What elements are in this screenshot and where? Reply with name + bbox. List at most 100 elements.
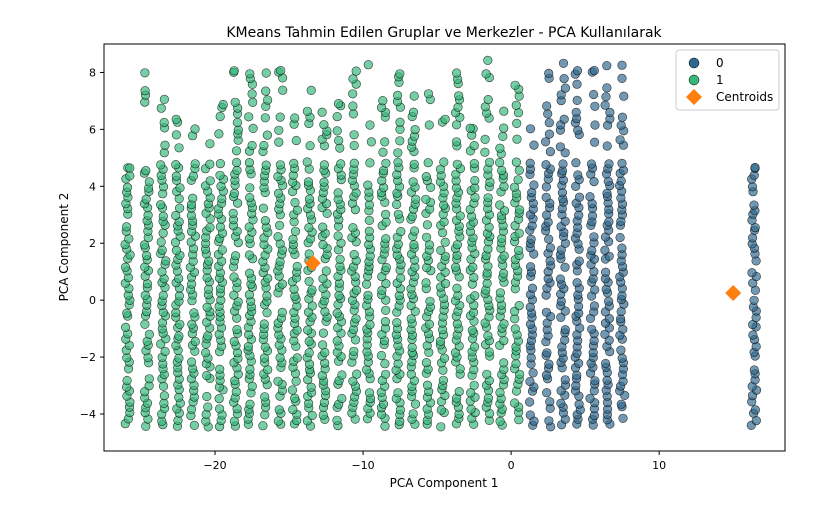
point-series-1 <box>421 194 431 204</box>
point-series-1 <box>480 147 490 157</box>
point-series-1 <box>174 143 184 153</box>
point-series-1 <box>421 172 431 182</box>
point-series-1 <box>484 347 494 357</box>
point-series-0 <box>544 118 554 128</box>
point-series-1 <box>122 375 132 386</box>
point-series-0 <box>616 399 626 409</box>
point-series-1 <box>349 346 359 356</box>
point-series-1 <box>232 117 242 128</box>
point-series-1 <box>440 237 450 247</box>
point-series-1 <box>455 364 465 374</box>
point-series-1 <box>277 307 287 318</box>
point-series-1 <box>499 106 509 116</box>
point-series-1 <box>453 102 463 112</box>
point-series-1 <box>292 205 303 215</box>
point-series-0 <box>556 90 566 100</box>
point-series-1 <box>421 358 432 368</box>
point-series-1 <box>188 193 198 203</box>
point-series-1 <box>409 91 419 101</box>
point-series-1 <box>395 69 405 79</box>
point-series-1 <box>260 342 270 352</box>
point-series-0 <box>542 348 552 358</box>
point-series-0 <box>602 188 612 198</box>
point-series-0 <box>556 398 566 409</box>
point-series-1 <box>161 256 171 266</box>
point-series-0 <box>529 180 539 190</box>
point-series-1 <box>499 268 509 279</box>
point-series-1 <box>261 160 271 170</box>
point-series-1 <box>188 171 198 181</box>
point-series-1 <box>158 381 169 391</box>
point-series-1 <box>436 405 446 415</box>
point-series-0 <box>747 268 757 278</box>
point-series-1 <box>232 157 242 168</box>
point-series-1 <box>439 157 449 167</box>
point-series-1 <box>290 226 301 236</box>
point-series-1 <box>233 297 243 307</box>
centroid-marker-2 <box>725 285 742 302</box>
point-series-1 <box>259 140 269 151</box>
point-series-0 <box>600 100 610 110</box>
point-series-1 <box>201 409 211 420</box>
point-series-1 <box>229 66 239 76</box>
point-series-1 <box>439 353 450 363</box>
point-series-1 <box>274 125 284 135</box>
point-series-0 <box>590 120 600 130</box>
point-series-1 <box>244 112 254 122</box>
point-series-1 <box>363 60 373 70</box>
point-series-1 <box>363 290 373 301</box>
point-series-0 <box>542 388 552 398</box>
point-series-1 <box>362 279 372 289</box>
point-series-0 <box>750 162 760 173</box>
point-series-1 <box>332 415 342 425</box>
point-series-0 <box>602 83 612 93</box>
point-series-1 <box>248 97 258 107</box>
point-series-0 <box>560 325 570 335</box>
point-series-0 <box>560 83 571 93</box>
point-series-0 <box>541 307 552 317</box>
point-series-1 <box>514 228 524 238</box>
point-series-0 <box>572 278 582 288</box>
point-series-1 <box>204 284 214 294</box>
point-series-1 <box>159 398 169 409</box>
point-series-1 <box>273 188 284 198</box>
point-series-1 <box>333 188 343 198</box>
centroid-layer <box>304 255 742 302</box>
point-series-0 <box>527 283 538 293</box>
point-series-1 <box>349 250 359 260</box>
point-series-0 <box>615 232 625 243</box>
point-series-1 <box>171 160 181 170</box>
point-series-0 <box>617 112 628 122</box>
point-series-0 <box>572 95 582 105</box>
point-series-0 <box>585 393 595 404</box>
point-series-1 <box>423 89 434 99</box>
point-series-1 <box>275 160 286 170</box>
legend-box <box>675 49 780 111</box>
point-series-1 <box>348 223 358 233</box>
point-series-1 <box>483 393 494 403</box>
point-series-1 <box>158 211 168 221</box>
point-series-1 <box>408 409 418 419</box>
point-series-0 <box>524 397 535 407</box>
point-series-0 <box>750 405 761 415</box>
point-series-0 <box>749 365 759 375</box>
point-series-1 <box>495 288 506 298</box>
point-series-0 <box>590 101 600 111</box>
point-series-1 <box>332 126 342 136</box>
point-series-1 <box>187 404 197 415</box>
point-series-1 <box>273 232 283 242</box>
point-series-1 <box>514 301 524 311</box>
point-series-1 <box>451 137 462 147</box>
point-series-1 <box>274 405 284 415</box>
point-series-1 <box>203 402 213 412</box>
point-series-1 <box>452 159 462 169</box>
point-series-1 <box>452 240 463 250</box>
point-series-1 <box>452 319 462 329</box>
y-axis: −4 −2 0 2 4 6 8 <box>80 66 104 421</box>
point-series-1 <box>205 139 215 149</box>
point-series-0 <box>544 129 555 139</box>
point-series-0 <box>559 114 569 124</box>
point-series-1 <box>230 97 240 107</box>
point-series-0 <box>525 410 535 420</box>
